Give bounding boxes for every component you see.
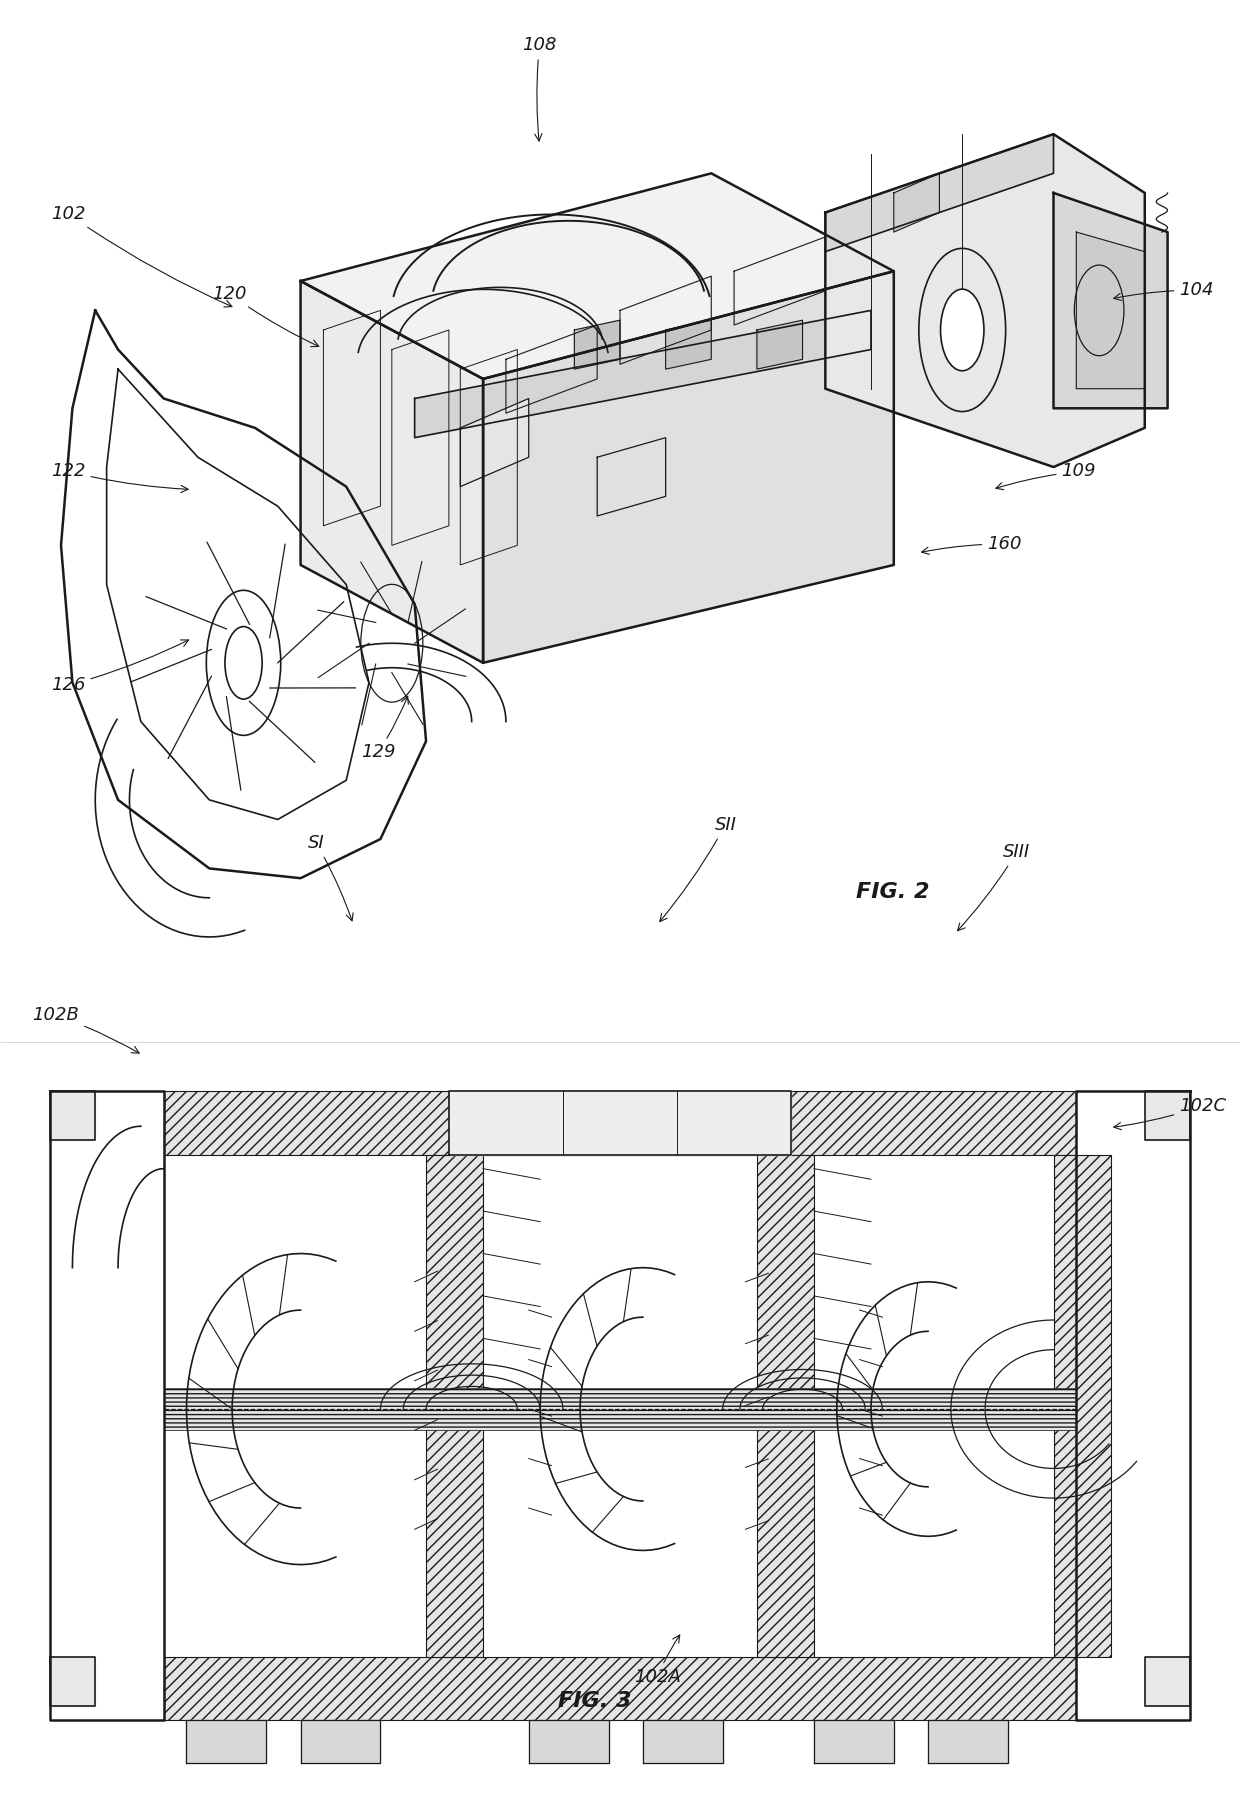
Polygon shape	[1054, 192, 1168, 408]
Polygon shape	[642, 1721, 723, 1762]
Text: 108: 108	[522, 36, 557, 141]
Polygon shape	[300, 281, 484, 664]
Polygon shape	[1076, 232, 1145, 388]
Text: 102: 102	[51, 205, 232, 306]
Text: 120: 120	[212, 285, 319, 346]
Polygon shape	[449, 1091, 791, 1155]
Polygon shape	[598, 437, 666, 517]
Text: 104: 104	[1114, 281, 1214, 301]
Polygon shape	[427, 1155, 484, 1657]
Polygon shape	[666, 321, 712, 370]
Polygon shape	[813, 1721, 894, 1762]
Text: 129: 129	[361, 696, 408, 761]
Polygon shape	[1054, 1155, 1111, 1657]
Polygon shape	[300, 1721, 381, 1762]
Text: 160: 160	[921, 535, 1022, 555]
Polygon shape	[164, 1389, 1076, 1430]
Polygon shape	[756, 1155, 813, 1657]
Polygon shape	[164, 1091, 1076, 1155]
Text: 122: 122	[51, 462, 188, 493]
Text: 126: 126	[51, 640, 188, 694]
Polygon shape	[449, 1091, 791, 1155]
Text: SIII: SIII	[957, 843, 1030, 930]
Ellipse shape	[940, 288, 985, 370]
Polygon shape	[460, 399, 528, 486]
Ellipse shape	[224, 627, 262, 700]
Polygon shape	[50, 1657, 95, 1706]
Polygon shape	[300, 174, 894, 379]
Polygon shape	[414, 310, 870, 437]
Polygon shape	[756, 321, 802, 370]
Polygon shape	[484, 272, 894, 664]
Polygon shape	[186, 1721, 267, 1762]
Polygon shape	[50, 1091, 95, 1140]
Polygon shape	[574, 321, 620, 370]
Polygon shape	[1145, 1091, 1190, 1140]
Polygon shape	[1145, 1657, 1190, 1706]
Polygon shape	[826, 134, 1145, 468]
Polygon shape	[164, 1657, 1076, 1721]
Text: FIG. 3: FIG. 3	[558, 1690, 632, 1711]
Polygon shape	[928, 1721, 1008, 1762]
Text: 109: 109	[996, 462, 1096, 490]
Text: 102B: 102B	[32, 1006, 139, 1053]
Polygon shape	[528, 1721, 609, 1762]
Text: SII: SII	[660, 816, 737, 921]
Text: FIG. 2: FIG. 2	[856, 881, 930, 903]
Polygon shape	[826, 134, 1054, 252]
Text: SI: SI	[308, 834, 353, 921]
Polygon shape	[894, 174, 940, 232]
Text: 102C: 102C	[1114, 1097, 1226, 1129]
Text: 102A: 102A	[634, 1635, 681, 1686]
